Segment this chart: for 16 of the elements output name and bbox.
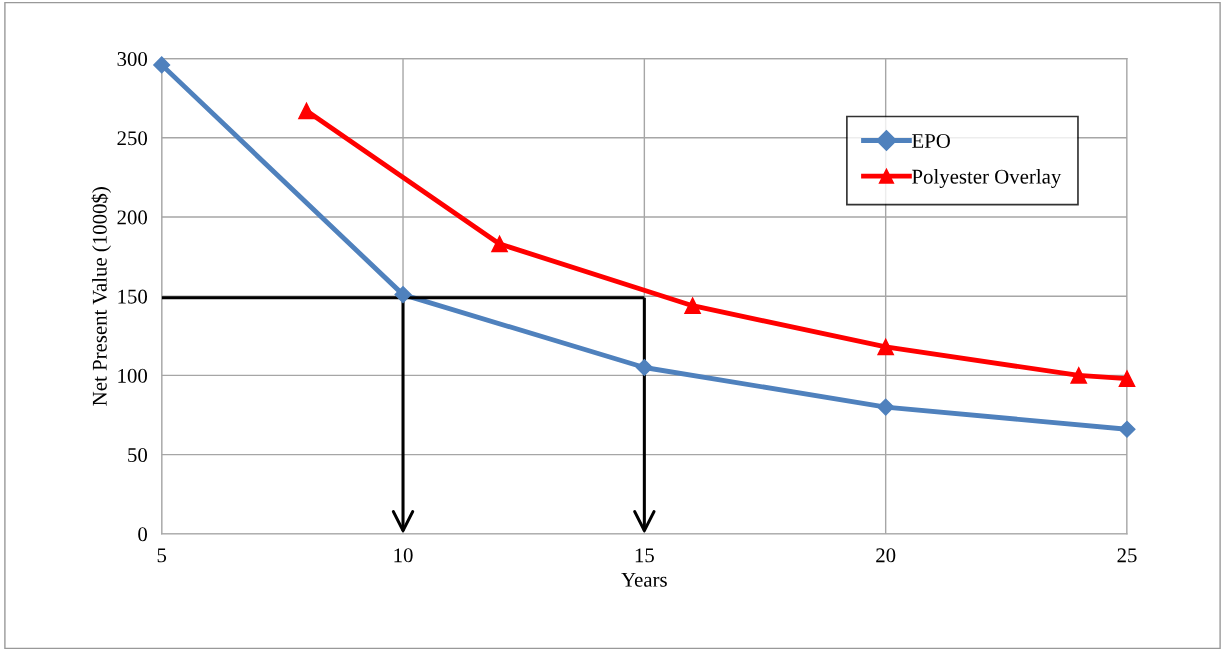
x-tick-label: 20 [876,548,896,563]
x-axis-title: Years [621,572,667,587]
legend-label: EPO [912,133,950,148]
y-tick-label: 100 [118,368,148,383]
y-axis-title: Net Present Value (1000$) [91,187,112,406]
y-tick-label: 0 [138,527,148,542]
legend-label: Polyester Overlay [912,169,1062,188]
y-tick-label: 50 [128,447,148,463]
y-tick-label: 250 [117,131,148,146]
x-tick-label: 5 [157,548,167,563]
x-tick-label: 15 [635,548,654,563]
x-tick-label: 25 [1117,548,1137,563]
x-tick-label: 10 [394,548,413,563]
y-tick-label: 150 [118,289,148,304]
y-tick-label: 300 [117,51,148,67]
y-tick-label: 200 [117,210,148,225]
